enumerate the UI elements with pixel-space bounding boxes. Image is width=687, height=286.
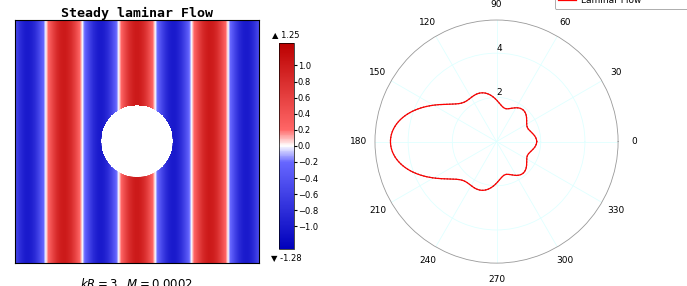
- Compressible Potential: [532, 140, 541, 143]
- Laminar Flow: [495, 179, 503, 182]
- Laminar Flow: [465, 97, 473, 100]
- Compressible Potential: [525, 151, 533, 155]
- Laminar Flow: [532, 140, 541, 143]
- Line: Laminar Flow: Laminar Flow: [390, 93, 537, 190]
- Text: ▼ -1.28: ▼ -1.28: [271, 253, 302, 262]
- Compressible Potential: [532, 140, 541, 143]
- Laminar Flow: [532, 140, 541, 143]
- Text: ▲ 1.25: ▲ 1.25: [272, 30, 300, 39]
- Title: Steady laminar Flow: Steady laminar Flow: [61, 7, 213, 20]
- Laminar Flow: [523, 154, 532, 157]
- Laminar Flow: [527, 149, 535, 153]
- Compressible Potential: [392, 123, 401, 126]
- Line: Compressible Potential: Compressible Potential: [390, 93, 537, 190]
- Text: $kR = 3,\ M = 0.0002$: $kR = 3,\ M = 0.0002$: [80, 277, 194, 286]
- Compressible Potential: [527, 149, 535, 153]
- Laminar Flow: [525, 151, 533, 155]
- Compressible Potential: [386, 140, 394, 143]
- Compressible Potential: [465, 97, 473, 101]
- Laminar Flow: [386, 140, 394, 143]
- Laminar Flow: [392, 123, 401, 126]
- Compressible Potential: [487, 186, 495, 189]
- Compressible Potential: [523, 126, 532, 129]
- Circle shape: [102, 107, 172, 176]
- Compressible Potential: [495, 179, 503, 182]
- Laminar Flow: [487, 186, 495, 189]
- Legend: Compressible Potential, Laminar Flow: Compressible Potential, Laminar Flow: [554, 0, 687, 9]
